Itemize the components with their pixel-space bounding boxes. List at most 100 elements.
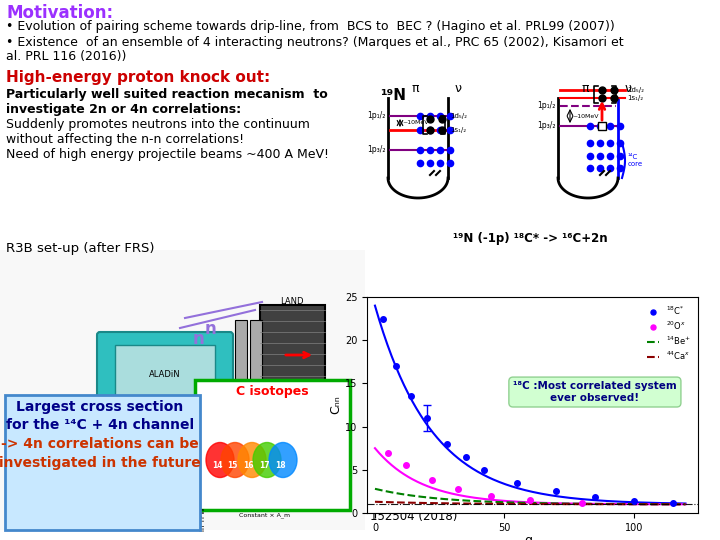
Text: ~10MeV: ~10MeV — [402, 120, 428, 125]
Ellipse shape — [238, 442, 266, 477]
Text: Largest cross section: Largest cross section — [17, 400, 184, 414]
Text: 16: 16 — [243, 461, 253, 469]
Text: n: n — [192, 330, 204, 348]
Text: ¹⁹N: ¹⁹N — [18, 500, 42, 514]
Text: ALADiN: ALADiN — [149, 370, 181, 379]
Text: POS: POS — [73, 462, 84, 467]
Text: investigate 2n or 4n correlations:: investigate 2n or 4n correlations: — [6, 103, 241, 116]
Bar — [70, 452, 85, 464]
$^{18}$C$^{*}$ — [462, 454, 470, 460]
$^{18}$C$^{*}$ — [629, 498, 638, 504]
Text: SNDs: SNDs — [71, 430, 86, 435]
$^{44}$Ca$^{x}$ — [561, 501, 570, 508]
Text: 1s₁/₂: 1s₁/₂ — [450, 127, 466, 133]
$^{18}$C$^{*}$ — [552, 488, 560, 495]
$^{18}$C$^{*}$ — [513, 480, 521, 486]
Bar — [70, 466, 85, 478]
Text: PSP: PSP — [73, 448, 83, 453]
$^{14}$Be$^{+}$ — [554, 500, 563, 507]
$^{18}$C$^{*}$ — [392, 363, 400, 369]
Text: 1p₃/₂: 1p₃/₂ — [367, 145, 386, 154]
$^{14}$Be$^{+}$ — [556, 500, 564, 507]
Circle shape — [43, 443, 67, 467]
Text: investigated in the future: investigated in the future — [0, 456, 201, 470]
Text: ¹⁸C :Most correlated system
ever observed!: ¹⁸C :Most correlated system ever observe… — [513, 381, 677, 403]
Text: • Existence  of an ensemble of 4 interacting neutrons? (Marques et al., PRC 65 (: • Existence of an ensemble of 4 interact… — [6, 36, 624, 49]
Text: ¹⁶C: ¹⁶C — [224, 395, 240, 405]
Bar — [250, 320, 262, 385]
$^{14}$Be$^{+}$ — [372, 486, 380, 492]
$^{14}$Be$^{+}$ — [632, 501, 641, 507]
$^{20}$O$^{x}$ — [402, 462, 410, 469]
Text: 152504 (2018): 152504 (2018) — [370, 510, 457, 523]
$^{44}$Ca$^{x}$ — [371, 498, 379, 505]
$^{20}$O$^{x}$ — [487, 492, 495, 499]
Text: Crystal ball: Crystal ball — [41, 443, 69, 448]
Text: 1p₁/₂: 1p₁/₂ — [368, 111, 386, 120]
Y-axis label: Cₙₙ: Cₙₙ — [329, 396, 342, 414]
$^{20}$O$^{x}$ — [454, 485, 462, 492]
Text: 1d₅/₂: 1d₅/₂ — [627, 87, 644, 93]
Text: 1p₁/₂: 1p₁/₂ — [538, 102, 556, 111]
Ellipse shape — [221, 442, 249, 477]
Text: ν: ν — [454, 82, 462, 95]
$^{20}$O$^{x}$ — [577, 500, 586, 506]
Text: ¹⁴C
core: ¹⁴C core — [628, 154, 643, 167]
Text: 1p₃/₂: 1p₃/₂ — [538, 122, 556, 131]
Text: 1d₅/₂: 1d₅/₂ — [450, 113, 467, 119]
$^{18}$C$^{*}$ — [668, 500, 677, 507]
Text: 14: 14 — [212, 461, 222, 469]
Bar — [5, 395, 200, 530]
$^{18}$C$^{*}$ — [443, 441, 451, 447]
Line: $^{20}$O$^{x}$: $^{20}$O$^{x}$ — [385, 450, 585, 505]
Text: for the ¹⁴C + 4n channel: for the ¹⁴C + 4n channel — [6, 418, 194, 432]
X-axis label: qₙₙ: qₙₙ — [523, 534, 541, 540]
Line: $^{18}$C$^{*}$: $^{18}$C$^{*}$ — [380, 316, 675, 507]
Legend: $^{18}$C$^{*}$, $^{20}$O$^{x}$, $^{14}$Be$^{+}$, $^{44}$Ca$^{x}$: $^{18}$C$^{*}$, $^{20}$O$^{x}$, $^{14}$B… — [643, 301, 694, 365]
$^{18}$C$^{*}$ — [590, 494, 599, 501]
$^{44}$Ca$^{x}$ — [372, 498, 380, 505]
$^{20}$O$^{x}$ — [526, 497, 534, 503]
Text: without affecting the n-n correlations!: without affecting the n-n correlations! — [6, 133, 244, 146]
Text: Suddenly promotes neutrons into the continuum: Suddenly promotes neutrons into the cont… — [6, 118, 310, 131]
Text: High-energy proton knock out:: High-energy proton knock out: — [6, 70, 270, 85]
Text: • Evolution of pairing scheme towards drip-line, from  BCS to  BEC ? (Hagino et : • Evolution of pairing scheme towards dr… — [6, 20, 615, 33]
Text: LAND: LAND — [280, 297, 304, 306]
Text: Particularly well suited reaction mecanism  to: Particularly well suited reaction mecani… — [6, 88, 328, 101]
Text: 17: 17 — [258, 461, 269, 469]
Text: Target area: Target area — [32, 408, 68, 413]
Text: -> 4n correlations can be: -> 4n correlations can be — [1, 437, 199, 451]
$^{20}$O$^{x}$ — [384, 449, 392, 456]
$^{14}$Be$^{+}$ — [561, 500, 570, 507]
Text: al. PRL 116 (2016)): al. PRL 116 (2016)) — [6, 50, 127, 63]
Text: ¹⁹N: ¹⁹N — [380, 88, 406, 103]
$^{44}$Ca$^{x}$ — [554, 501, 563, 508]
Text: ~10MeV: ~10MeV — [572, 113, 598, 118]
Text: π: π — [581, 82, 589, 95]
Text: Constant × A_m: Constant × A_m — [240, 512, 291, 518]
Ellipse shape — [253, 442, 281, 477]
$^{44}$Ca$^{x}$ — [652, 501, 661, 508]
Text: A. Revel et al. Phys. Rev. Lett . 120,: A. Revel et al. Phys. Rev. Lett . 120, — [370, 495, 580, 508]
$^{18}$C$^{*}$ — [379, 315, 387, 322]
Text: 1s₁/₂: 1s₁/₂ — [627, 95, 643, 101]
Text: Motivation:: Motivation: — [6, 4, 113, 22]
Bar — [235, 320, 247, 385]
Circle shape — [32, 412, 68, 448]
Text: R3B set-up (after FRS): R3B set-up (after FRS) — [6, 242, 155, 255]
Ellipse shape — [269, 442, 297, 477]
Text: Need of high energy projectile beams ~400 A MeV!: Need of high energy projectile beams ~40… — [6, 148, 329, 161]
$^{18}$C$^{*}$ — [423, 415, 431, 421]
$^{44}$Ca$^{x}$ — [632, 501, 641, 508]
$^{18}$C$^{*}$ — [480, 467, 488, 473]
Text: π: π — [411, 82, 419, 95]
Bar — [0, 250, 365, 530]
Text: n: n — [204, 320, 216, 338]
Text: 15: 15 — [227, 461, 237, 469]
$^{44}$Ca$^{x}$ — [556, 501, 564, 508]
$^{14}$Be$^{+}$ — [371, 485, 379, 492]
FancyBboxPatch shape — [97, 332, 233, 418]
Text: ν: ν — [624, 82, 631, 95]
Bar — [115, 345, 215, 405]
$^{14}$Be$^{+}$ — [681, 501, 690, 508]
